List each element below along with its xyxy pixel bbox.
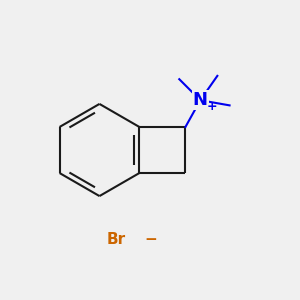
Text: Br: Br — [107, 232, 126, 247]
Text: +: + — [206, 100, 217, 113]
Text: N: N — [193, 91, 208, 109]
Text: −: − — [144, 232, 157, 247]
